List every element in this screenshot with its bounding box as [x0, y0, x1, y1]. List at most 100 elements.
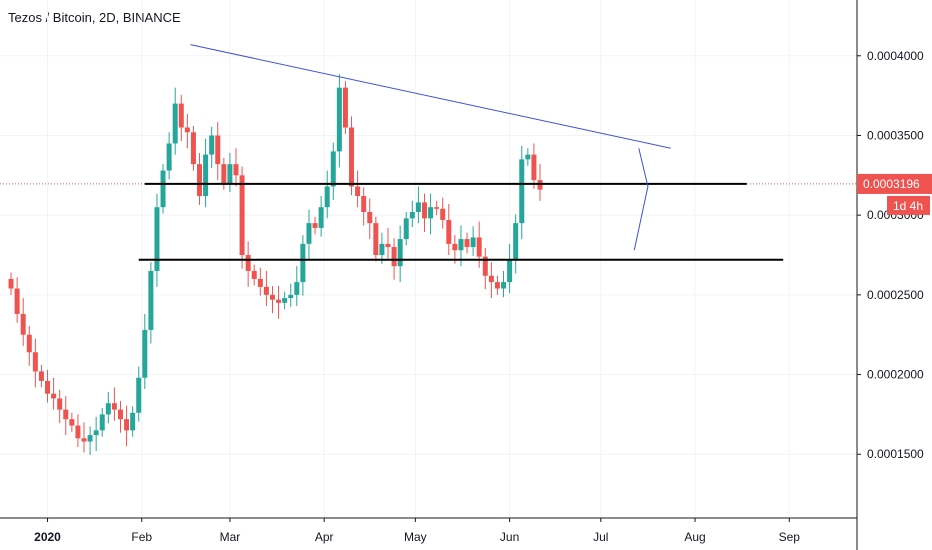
candle: [209, 126, 215, 169]
candle: [361, 187, 367, 226]
candle: [537, 164, 543, 201]
candle: [239, 166, 245, 269]
candle: [488, 262, 494, 299]
candle: [482, 247, 488, 290]
candle-body: [26, 334, 32, 353]
candle: [154, 193, 160, 287]
candle-body: [282, 298, 288, 303]
candle-body: [501, 282, 507, 289]
candle-body: [251, 270, 257, 279]
candle-body: [342, 87, 348, 128]
time-tick-label: Apr: [315, 530, 334, 544]
candle-body: [531, 154, 537, 181]
candle: [233, 148, 239, 187]
candle: [87, 426, 93, 456]
candle: [32, 338, 38, 388]
candle-body: [69, 419, 75, 426]
time-tick-label: Mar: [220, 530, 241, 544]
price-axis[interactable]: 0.00015000.00020000.00025000.00030000.00…: [857, 49, 924, 461]
candle-body: [99, 414, 105, 431]
candle: [8, 272, 14, 295]
candle: [81, 422, 87, 453]
time-tick-label: Aug: [684, 530, 705, 544]
candle: [215, 121, 221, 181]
drawings: [0, 44, 857, 261]
candle: [415, 186, 421, 224]
candle-body: [105, 403, 111, 415]
candle-body: [306, 223, 312, 244]
candle: [403, 211, 409, 246]
candle: [20, 298, 26, 346]
candle-body: [136, 377, 142, 413]
zigzag-annotation[interactable]: [633, 148, 649, 251]
candle-body: [227, 164, 233, 184]
candle-body: [14, 288, 20, 314]
price-tick-label: 0.0003500: [867, 128, 924, 142]
candle-body: [361, 196, 367, 212]
candle-body: [93, 430, 99, 436]
candle: [142, 313, 148, 389]
candle-body: [215, 135, 221, 165]
candles: [8, 74, 543, 456]
candle-body: [312, 223, 318, 228]
time-tick-label: Jun: [500, 530, 519, 544]
candle: [117, 400, 123, 433]
candle-body: [184, 127, 190, 133]
candle: [355, 170, 361, 208]
candle: [306, 209, 312, 260]
candle-body: [349, 127, 355, 187]
candle: [160, 164, 166, 214]
candle-body: [324, 186, 330, 208]
candle: [294, 266, 300, 307]
candle-body: [32, 352, 38, 372]
candle: [464, 232, 470, 254]
price-tick-label: 0.0002000: [867, 368, 924, 382]
candle: [172, 87, 178, 155]
candle-body: [233, 164, 239, 176]
candle: [99, 408, 105, 437]
candle-body: [482, 256, 488, 276]
candle-body: [494, 282, 500, 289]
trendline[interactable]: [190, 44, 671, 149]
candle: [93, 416, 99, 452]
candle-body: [130, 412, 136, 431]
candle: [440, 197, 446, 229]
candle-body: [385, 243, 391, 248]
candle: [282, 291, 288, 310]
candle-body: [117, 409, 123, 420]
candle: [203, 138, 209, 208]
time-axis[interactable]: 2020 Feb Mar Apr May Jun Jul Aug Sep: [34, 518, 800, 544]
candle: [136, 366, 142, 422]
candle: [111, 387, 117, 421]
time-tick-label: 2020: [34, 530, 61, 544]
candle-body: [476, 237, 482, 257]
countdown-badge-bg: [887, 195, 930, 215]
candle: [227, 153, 233, 193]
candle: [190, 125, 196, 171]
candle: [63, 396, 69, 436]
candle: [525, 148, 531, 166]
candle-body: [38, 371, 44, 381]
candle: [349, 116, 355, 196]
candle: [75, 414, 81, 448]
candle: [476, 221, 482, 268]
candle-body: [45, 380, 51, 394]
candle-body: [403, 218, 409, 240]
time-tick-label: Feb: [131, 530, 152, 544]
candle: [300, 235, 306, 296]
candle: [288, 283, 294, 307]
candle: [336, 74, 342, 168]
candle: [312, 216, 318, 235]
candle-body: [434, 207, 440, 209]
candle-body: [525, 154, 531, 160]
candle-body: [452, 243, 458, 251]
candle-body: [464, 239, 470, 248]
candle-body: [373, 223, 379, 256]
candle: [245, 241, 251, 287]
chart-title: Tezos / Bitcoin, 2D, BINANCE: [8, 10, 181, 25]
candle: [428, 193, 434, 235]
candle-body: [203, 154, 209, 197]
candle-body: [154, 207, 160, 271]
candle: [367, 198, 373, 240]
